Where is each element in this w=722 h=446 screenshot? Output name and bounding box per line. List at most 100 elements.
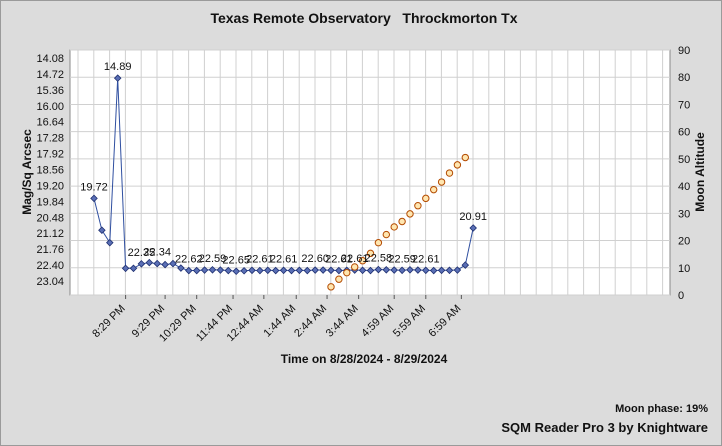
sqm-point xyxy=(240,267,248,275)
moon-point xyxy=(335,275,343,283)
sqm-point xyxy=(287,266,296,275)
sqm-point xyxy=(216,266,225,274)
moon-point xyxy=(327,283,335,291)
right-axis-ticks: 90 80 70 60 50 40 30 20 10 0 xyxy=(678,45,690,302)
moon-point xyxy=(445,169,454,177)
data-label: 14.89 xyxy=(104,61,132,73)
y-tick-label: 20.48 xyxy=(36,212,64,224)
y-tick-label: 14.08 xyxy=(36,53,64,65)
sqm-point xyxy=(366,266,375,275)
sqm-point xyxy=(185,266,193,275)
moon-point xyxy=(374,239,383,247)
data-label: 19.72 xyxy=(80,181,108,193)
data-label: 22.65 xyxy=(222,254,250,266)
sqm-point xyxy=(429,266,438,275)
moon-point xyxy=(398,217,406,226)
sqm-point xyxy=(192,266,201,275)
y-tick-label: 22.40 xyxy=(36,260,64,272)
sqm-point xyxy=(98,226,106,234)
sqm-point xyxy=(414,266,422,274)
sqm-point xyxy=(145,258,154,267)
x-tick-label: 2:44 AM xyxy=(292,303,329,340)
data-label: 22.61 xyxy=(412,253,440,265)
data-label: 22.61 xyxy=(270,253,298,265)
y2-tick-label: 50 xyxy=(678,154,690,166)
data-label: 22.59 xyxy=(199,253,227,265)
data-label: 22.60 xyxy=(301,253,329,265)
y-axis-label: Mag/Sq Arcsec xyxy=(20,129,34,215)
x-tick-label: 4:59 AM xyxy=(359,303,396,340)
data-label: 20.91 xyxy=(459,211,487,223)
sqm-point xyxy=(121,264,130,273)
y-tick-label: 18.56 xyxy=(36,165,64,177)
y2-tick-label: 90 xyxy=(678,45,690,57)
sqm-point xyxy=(335,266,343,275)
sqm-point xyxy=(129,264,138,273)
y-tick-label: 19.20 xyxy=(36,180,64,192)
sqm-point xyxy=(374,265,383,274)
sqm-point xyxy=(398,266,406,275)
moon-point xyxy=(343,268,351,277)
moon-point xyxy=(437,178,446,186)
data-label: 22.58 xyxy=(365,253,393,265)
data-labels: 19.7214.8922.3522.3422.6222.5922.6522.61… xyxy=(80,61,487,266)
x-tick-label: 6:59 AM xyxy=(426,303,463,340)
sqm-point xyxy=(153,259,161,268)
sqm-point xyxy=(469,224,477,232)
grid-lines xyxy=(70,49,670,296)
data-label: 22.61 xyxy=(246,254,274,266)
data-label: 22.61 xyxy=(325,254,353,266)
x-tick-label: 8:29 PM xyxy=(90,303,127,340)
sqm-point xyxy=(90,194,98,203)
sqm-point xyxy=(279,266,288,275)
sqm-point xyxy=(106,238,114,247)
y2-tick-label: 80 xyxy=(678,72,690,84)
moon-point xyxy=(414,202,422,210)
sqm-point xyxy=(256,266,264,275)
y-tick-label: 19.84 xyxy=(36,196,64,208)
y-tick-label: 16.00 xyxy=(36,101,64,113)
sqm-point xyxy=(271,266,280,275)
sqm-point xyxy=(406,266,414,274)
moon-altitude-series xyxy=(327,153,469,291)
sqm-point xyxy=(295,266,304,275)
y2-tick-label: 10 xyxy=(678,263,690,275)
data-label: 22.34 xyxy=(143,247,171,259)
brand-footer: SQM Reader Pro 3 by Knightware xyxy=(501,420,708,435)
x-tick-label: 3:44 AM xyxy=(324,303,361,340)
y2-tick-label: 60 xyxy=(678,127,690,139)
moon-phase: Moon phase: 19% xyxy=(615,403,708,415)
data-label: 22.35 xyxy=(128,247,156,259)
y2-axis-label: Moon Altitude xyxy=(693,132,707,212)
y2-tick-label: 70 xyxy=(678,99,690,111)
y-tick-label: 17.28 xyxy=(36,133,64,145)
moon-point xyxy=(406,210,414,218)
y-tick-label: 21.76 xyxy=(36,244,64,256)
sqm-point xyxy=(311,266,319,274)
data-label: 22.59 xyxy=(388,253,416,265)
y2-tick-label: 20 xyxy=(678,236,690,248)
moon-point xyxy=(366,249,375,258)
y-tick-label: 14.72 xyxy=(36,69,64,81)
y2-tick-label: 0 xyxy=(678,290,684,302)
sqm-point xyxy=(137,260,146,268)
sqm-point xyxy=(264,266,272,275)
sqm-point xyxy=(422,266,430,275)
y-tick-label: 15.36 xyxy=(36,85,64,97)
data-label: 22.62 xyxy=(175,254,203,266)
moon-point xyxy=(461,153,469,162)
sqm-point xyxy=(161,260,169,269)
y-tick-label: 23.04 xyxy=(36,276,64,288)
y-tick-label: 17.92 xyxy=(36,149,64,161)
sqm-point xyxy=(200,266,209,274)
y-tick-label: 16.64 xyxy=(36,117,64,129)
sqm-series xyxy=(90,74,477,276)
moon-point xyxy=(390,223,398,231)
sqm-point xyxy=(208,266,217,274)
sqm-point xyxy=(113,74,122,82)
sqm-point xyxy=(248,266,256,275)
moon-point xyxy=(422,194,430,203)
sqm-point xyxy=(382,266,391,274)
moon-point xyxy=(453,161,462,169)
